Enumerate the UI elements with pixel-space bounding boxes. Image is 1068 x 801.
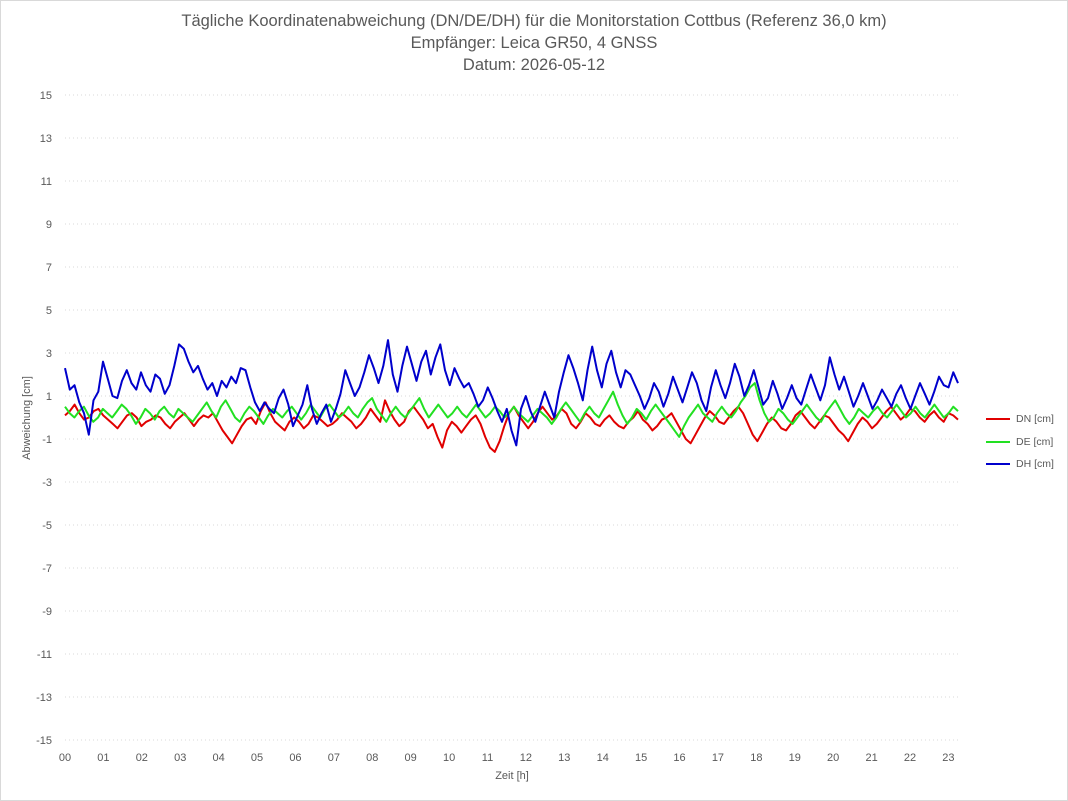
x-tick-label: 09 xyxy=(405,752,417,764)
legend-item-dh: DH [cm] xyxy=(986,453,1054,476)
x-tick-label: 06 xyxy=(289,752,301,764)
x-tick-label: 18 xyxy=(750,752,762,764)
x-axis-title: Zeit [h] xyxy=(495,770,529,782)
y-tick-label: -15 xyxy=(36,735,52,747)
chart-title: Tägliche Koordinatenabweichung (DN/DE/DH… xyxy=(181,12,887,30)
x-tick-label: 00 xyxy=(59,752,71,764)
gridlines xyxy=(65,94,958,741)
chart-subtitle: Empfänger: Leica GR50, 4 GNSS xyxy=(410,34,658,52)
x-tick-label: 10 xyxy=(443,752,455,764)
y-tick-label: 13 xyxy=(40,133,52,145)
y-tick-label: -11 xyxy=(37,649,52,661)
y-tick-label: 1 xyxy=(46,391,52,403)
legend-label-de: DE [cm] xyxy=(1016,435,1054,448)
y-tick-labels: 15 13 11 9 7 5 3 1 -1 -3 -5 -7 -9 -11 -13 -15 xyxy=(36,90,52,747)
x-tick-label: 01 xyxy=(97,752,109,764)
series-line-de xyxy=(64,382,959,438)
x-tick-label: 23 xyxy=(942,752,954,764)
y-tick-label: -1 xyxy=(42,434,52,446)
y-tick-label: -7 xyxy=(42,563,52,575)
x-tick-label: 05 xyxy=(251,752,263,764)
x-tick-labels: 00 01 02 03 04 05 06 07 08 09 10 11 12 13 14 15 16 17 18 19… xyxy=(59,752,955,764)
series-lines xyxy=(64,339,959,453)
legend-swatch-dh xyxy=(986,463,1010,466)
x-tick-label: 02 xyxy=(136,752,148,764)
x-tick-label: 14 xyxy=(597,752,609,764)
y-tick-label: 15 xyxy=(40,90,52,102)
chart-date-line: Datum: 2026-05-12 xyxy=(462,56,606,74)
y-tick-label: 9 xyxy=(46,219,52,231)
legend-swatch-dn xyxy=(986,418,1010,421)
x-tick-label: 16 xyxy=(673,752,685,764)
x-tick-label: 17 xyxy=(712,752,724,764)
y-tick-label: 5 xyxy=(46,305,52,317)
y-tick-label: -9 xyxy=(42,606,52,618)
legend-item-de: DE [cm] xyxy=(986,431,1054,454)
x-tick-label: 08 xyxy=(366,752,378,764)
legend-item-dn: DN [cm] xyxy=(986,408,1054,431)
y-tick-label: 3 xyxy=(46,348,52,360)
y-tick-label: -3 xyxy=(42,477,52,489)
x-tick-label: 04 xyxy=(213,752,225,764)
x-tick-label: 13 xyxy=(558,752,570,764)
y-tick-label: 11 xyxy=(41,176,52,188)
x-tick-label: 19 xyxy=(789,752,801,764)
legend-swatch-de xyxy=(986,440,1010,443)
x-tick-label: 11 xyxy=(482,752,493,764)
y-tick-label: 7 xyxy=(46,262,52,274)
legend-label-dn: DN [cm] xyxy=(1016,413,1054,426)
chart-titles: Tägliche Koordinatenabweichung (DN/DE/DH… xyxy=(0,10,1068,76)
x-tick-label: 15 xyxy=(635,752,647,764)
y-tick-label: -5 xyxy=(42,520,52,532)
x-tick-label: 22 xyxy=(904,752,916,764)
y-axis-title: Abweichung [cm] xyxy=(21,376,33,460)
x-tick-label: 21 xyxy=(865,752,877,764)
series-line-dh xyxy=(64,339,959,447)
x-tick-label: 20 xyxy=(827,752,839,764)
legend-label-dh: DH [cm] xyxy=(1016,458,1054,471)
x-tick-label: 12 xyxy=(520,752,532,764)
x-tick-label: 07 xyxy=(328,752,340,764)
x-tick-label: 03 xyxy=(174,752,186,764)
y-tick-label: -13 xyxy=(36,692,52,704)
legend: DN [cm] DE [cm] DH [cm] xyxy=(986,408,1054,476)
